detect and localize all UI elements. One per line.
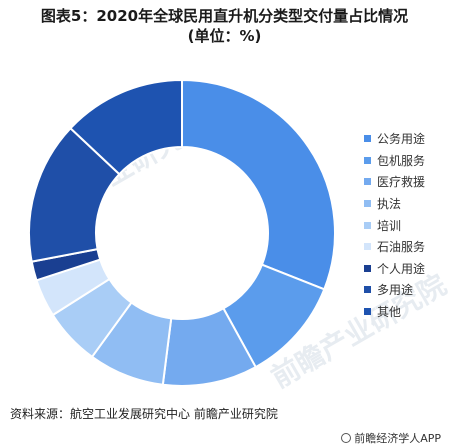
legend-label: 医疗救援 (377, 175, 426, 190)
legend-swatch (364, 156, 371, 164)
legend-item: 其他 (364, 301, 425, 323)
legend-label: 石油服务 (377, 240, 426, 255)
legend-label: 公务用途 (377, 132, 426, 147)
legend-swatch (364, 135, 371, 143)
brand-label: 前瞻经济学人APP (354, 432, 441, 445)
legend-item: 包机服务 (364, 150, 425, 172)
slice-1 (181, 78, 336, 291)
legend-swatch (364, 243, 371, 251)
brand-logo-icon (341, 433, 352, 443)
legend-swatch (364, 178, 371, 186)
legend-swatch (364, 200, 371, 208)
legend-swatch (364, 221, 371, 229)
source-note: 资料来源：航空工业发展研究中心 前瞻产业研究院 (10, 407, 278, 421)
legend-label: 执法 (377, 197, 402, 212)
legend-item: 个人用途 (364, 258, 425, 280)
legend-label: 培训 (377, 218, 402, 233)
chart-title: 图表5：2020年全球民用直升机分类型交付量占比情况 (单位：%) (0, 6, 449, 46)
legend-item: 执法 (364, 193, 425, 215)
legend-label: 多用途 (377, 283, 414, 298)
legend-item: 培训 (364, 214, 425, 236)
legend-swatch (364, 286, 371, 294)
legend-label: 包机服务 (377, 153, 426, 168)
chart-title-line2: (单位：%) (187, 27, 262, 45)
chart-legend: 公务用途包机服务医疗救援执法培训石油服务个人用途多用途其他 (364, 128, 425, 322)
brand-footer: 前瞻经济学人APP (341, 430, 441, 446)
legend-swatch (364, 264, 371, 272)
legend-label: 个人用途 (377, 261, 426, 276)
legend-item: 石油服务 (364, 236, 425, 258)
legend-item: 医疗救援 (364, 171, 425, 193)
legend-item: 多用途 (364, 279, 425, 301)
slice-9 (69, 78, 183, 176)
legend-item: 公务用途 (364, 128, 425, 150)
chart-title-line1: 图表5：2020年全球民用直升机分类型交付量占比情况 (40, 7, 409, 25)
legend-label: 其他 (377, 305, 402, 320)
legend-swatch (364, 308, 371, 316)
